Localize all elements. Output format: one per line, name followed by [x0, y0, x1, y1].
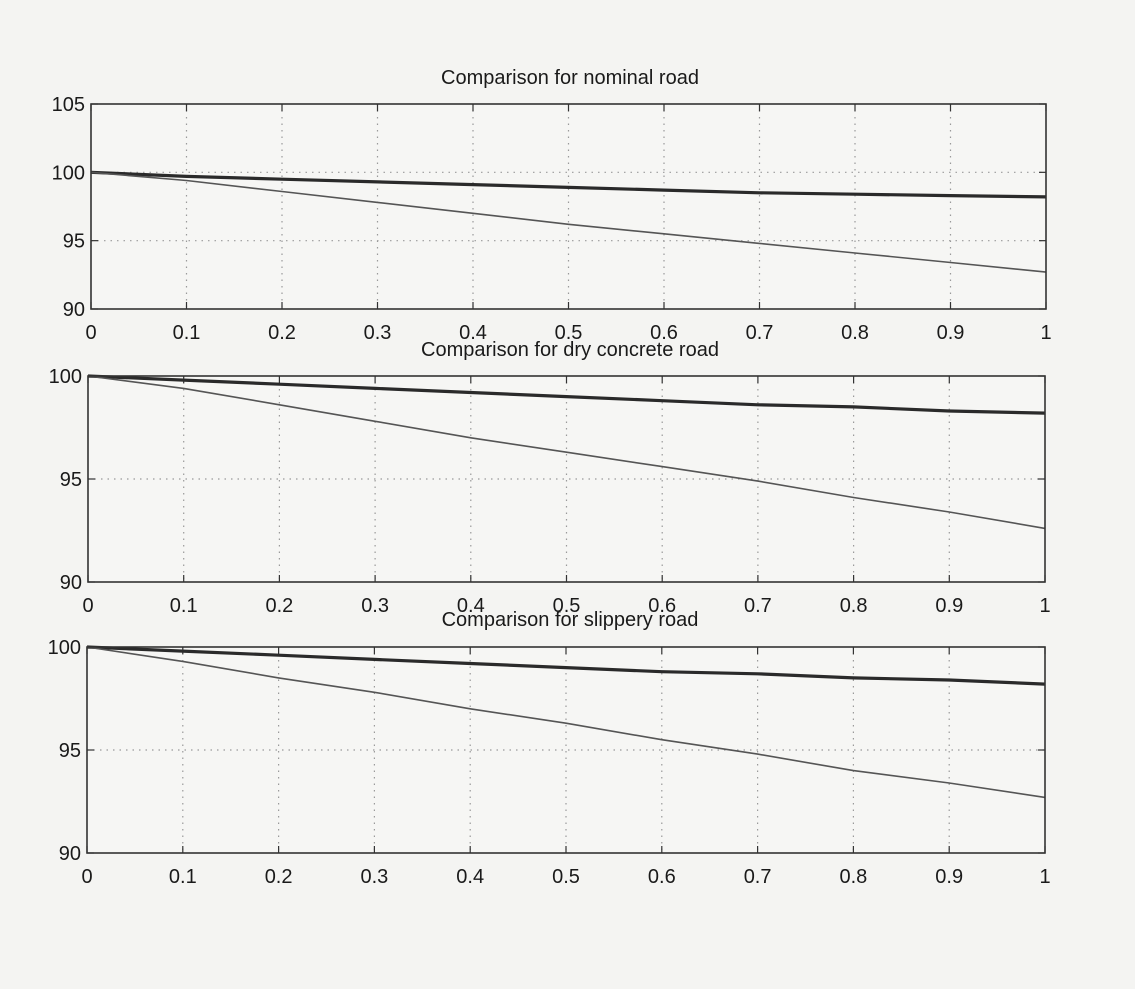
y-tick-label: 95 [60, 469, 82, 491]
x-tick-label: 0.3 [361, 595, 389, 617]
y-tick-label: 95 [59, 740, 81, 762]
x-tick-label: 0.4 [457, 595, 485, 617]
subplot-2: 0 0.1 0.2 0.3 0.4 0.5 0.6 0.7 0.8 0.9 1 90 95 100 Comp… [49, 339, 1051, 617]
x-tick-label: 0.6 [648, 866, 676, 888]
x-tick-label: 0.9 [937, 322, 965, 344]
plot-area [87, 647, 1045, 853]
subplot-title: Comparison for nominal road [441, 67, 699, 89]
y-tick-label: 90 [59, 843, 81, 865]
y-tick-label: 95 [63, 231, 85, 253]
x-tick-label: 0 [81, 866, 92, 888]
x-tick-label: 0.7 [744, 866, 772, 888]
subplot-title: Comparison for slippery road [442, 609, 699, 631]
y-tick-label: 100 [48, 637, 81, 659]
x-tick-label: 0.7 [746, 322, 774, 344]
x-tick-label: 0.6 [650, 322, 678, 344]
y-tick-label: 100 [52, 162, 85, 184]
x-tick-label: 0.5 [553, 595, 581, 617]
x-tick-label: 0.8 [839, 866, 867, 888]
series-line-1 [87, 374, 1046, 415]
x-tick-label: 0.4 [456, 866, 484, 888]
y-tick-label: 90 [63, 299, 85, 321]
x-tick-label: 0 [85, 322, 96, 344]
x-tick-label: 0.1 [173, 322, 201, 344]
x-tick-label: 0 [82, 595, 93, 617]
y-tick-label: 100 [49, 366, 82, 388]
series-line-2 [87, 375, 1046, 530]
x-tick-label: 0.3 [360, 866, 388, 888]
axes-frame [87, 375, 1046, 583]
x-tick-label: 0.9 [935, 866, 963, 888]
series-line-1 [86, 645, 1046, 686]
x-tick-label: 0.8 [841, 322, 869, 344]
axes-frame [90, 103, 1047, 310]
x-tick-label: 0.6 [648, 595, 676, 617]
x-tick-label: 0.5 [552, 866, 580, 888]
x-tick-label: 1 [1040, 322, 1051, 344]
subplot-title: Comparison for dry concrete road [421, 339, 719, 361]
subplot-1: 0 0.1 0.2 0.3 0.4 0.5 0.6 0.7 0.8 0.9 1 90 95 100 105 C… [52, 67, 1052, 344]
x-tick-label: 0.8 [840, 595, 868, 617]
x-tick-label: 0.2 [265, 866, 293, 888]
series-line-2 [86, 646, 1046, 799]
x-tick-label: 1 [1039, 595, 1050, 617]
x-tick-label: 0.2 [265, 595, 293, 617]
x-tick-label: 0.7 [744, 595, 772, 617]
x-tick-label: 0.3 [364, 322, 392, 344]
plot-area [91, 104, 1046, 309]
y-tick-label: 105 [52, 94, 85, 116]
x-tick-label: 0.4 [459, 322, 487, 344]
plot-area [88, 376, 1045, 582]
x-tick-label: 0.5 [555, 322, 583, 344]
x-tick-label: 0.9 [935, 595, 963, 617]
x-tick-label: 0.2 [268, 322, 296, 344]
series-line-1 [90, 170, 1047, 199]
x-tick-label: 1 [1039, 866, 1050, 888]
x-tick-label: 0.1 [170, 595, 198, 617]
y-tick-label: 90 [60, 572, 82, 594]
series-line-2 [90, 171, 1047, 273]
x-tick-label: 0.1 [169, 866, 197, 888]
axes-frame [86, 646, 1046, 854]
subplot-3: 0 0.1 0.2 0.3 0.4 0.5 0.6 0.7 0.8 0.9 1 90 95 100 Comp… [48, 609, 1051, 888]
